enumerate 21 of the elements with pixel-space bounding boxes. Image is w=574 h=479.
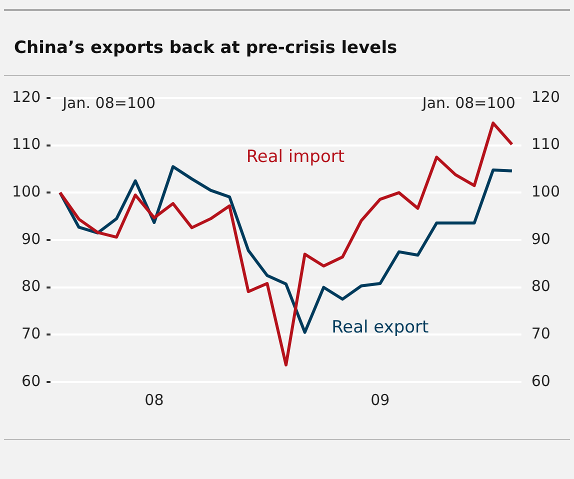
y2-tick-label: 70: [531, 324, 550, 343]
x-tick-label: 08: [144, 390, 164, 409]
y2-tick-label: 100: [531, 182, 560, 201]
y2-tick-label: 90: [531, 230, 550, 248]
y2-tick-label: 60: [531, 372, 550, 390]
y2-tick-label: 80: [531, 277, 550, 296]
annotation: Jan. 08=100: [62, 94, 156, 112]
y-tick-label: 90: [22, 230, 41, 248]
y-tick-label: 100: [12, 182, 41, 201]
text: Real import: [246, 147, 345, 168]
y-tick-label: 80: [22, 277, 41, 296]
y-tick-label: 60: [22, 372, 41, 390]
y-tick-label: 70: [22, 324, 41, 343]
y2-tick-label: 120: [531, 88, 560, 106]
y-tick-label: 110: [12, 135, 41, 154]
series-label: Real export: [332, 317, 430, 338]
chart-title: China’s exports back at pre-crisis levels: [14, 38, 398, 58]
y2-tick-label: 110: [531, 135, 560, 154]
x-tick-label: 09: [370, 390, 390, 409]
y-tick-label: 120: [12, 88, 41, 106]
annotation: Jan. 08=100: [421, 94, 516, 112]
